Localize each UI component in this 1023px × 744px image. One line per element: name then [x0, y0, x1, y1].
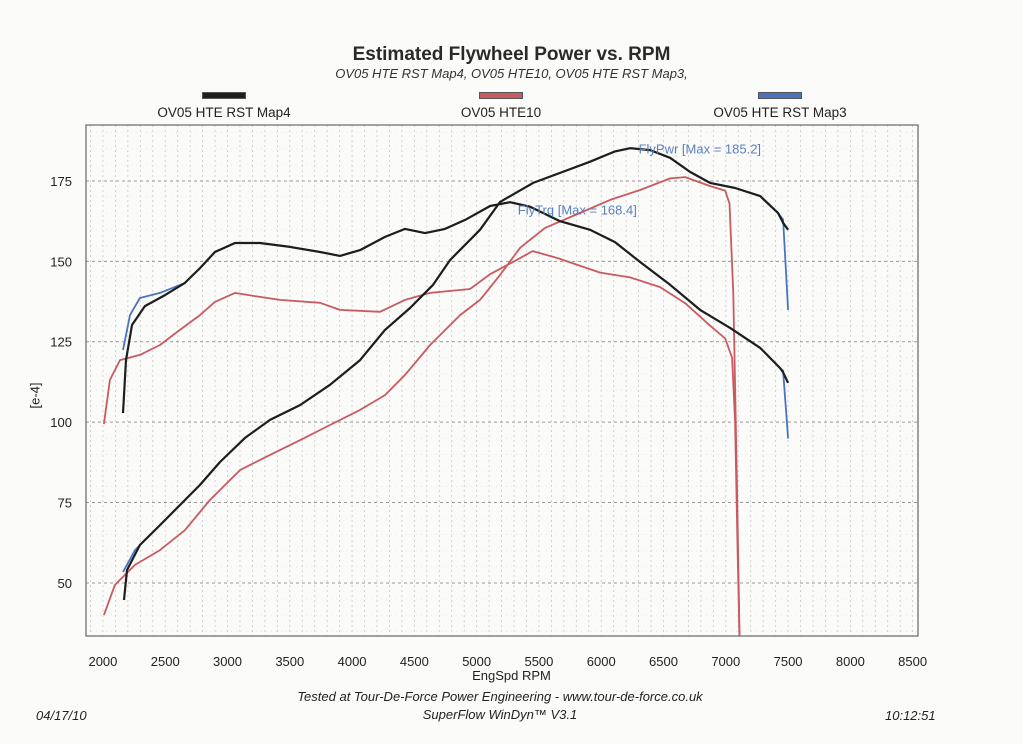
plot-frame: [85, 124, 919, 637]
footer-tested-at: Tested at Tour-De-Force Power Engineerin…: [297, 689, 703, 704]
x-tick-label: 4000: [338, 654, 367, 669]
legend-label-map4: OV05 HTE RST Map4: [157, 105, 291, 120]
max-annotation: FlyPwr [Max = 185.2]: [639, 142, 761, 157]
x-tick-label: 6000: [587, 654, 616, 669]
legend-item-hte10: OV05 HTE10: [401, 92, 601, 120]
legend-swatch-map3: [758, 92, 802, 99]
y-axis-label: [e-4]: [27, 382, 43, 409]
legend-swatch-hte10: [479, 92, 523, 99]
x-tick-label: 4500: [400, 654, 429, 669]
series-line-ov05-hte-rst-map4-flypwr: [122, 147, 789, 601]
x-tick-label: 7500: [774, 654, 803, 669]
x-tick-label: 3000: [213, 654, 242, 669]
series-line-ov05-hte-rst-map4-flytrq: [121, 201, 790, 414]
x-tick-label: 8000: [836, 654, 865, 669]
series-line-ov05-hte10-flypwr: [103, 176, 741, 637]
x-tick-label: 6500: [649, 654, 678, 669]
x-tick-label: 5500: [524, 654, 553, 669]
legend-item-map4: OV05 HTE RST Map4: [124, 92, 324, 120]
x-axis-label: EngSpd RPM: [472, 668, 551, 683]
legend-item-map3: OV05 HTE RST Map3: [680, 92, 880, 120]
chart-subtitle: OV05 HTE RST Map4, OV05 HTE10, OV05 HTE …: [335, 66, 688, 81]
legend-label-hte10: OV05 HTE10: [460, 105, 542, 120]
x-tick-label: 7000: [711, 654, 740, 669]
footer-time: 10:12:51: [885, 708, 936, 723]
footer-date: 04/17/10: [36, 708, 87, 723]
y-tick-label: 175: [50, 174, 72, 189]
y-tick-label: 75: [58, 496, 72, 511]
chart-title: Estimated Flywheel Power vs. RPM: [352, 44, 671, 65]
legend-swatch-map4: [202, 92, 246, 99]
y-tick-label: 100: [50, 415, 72, 430]
x-tick-label: 3500: [275, 654, 304, 669]
max-annotation: FlyTrq [Max = 168.4]: [518, 203, 637, 218]
x-tick-label: 5000: [462, 654, 491, 669]
series-line-ov05-hte10-flytrq: [103, 250, 741, 637]
x-tick-label: 2500: [151, 654, 180, 669]
footer-software: SuperFlow WinDyn™ V3.1: [422, 707, 578, 722]
y-tick-label: 150: [50, 254, 72, 269]
y-tick-label: 50: [58, 576, 72, 591]
x-tick-label: 8500: [898, 654, 927, 669]
legend-label-map3: OV05 HTE RST Map3: [713, 105, 847, 120]
y-tick-label: 125: [50, 335, 72, 350]
x-tick-label: 2000: [88, 654, 117, 669]
